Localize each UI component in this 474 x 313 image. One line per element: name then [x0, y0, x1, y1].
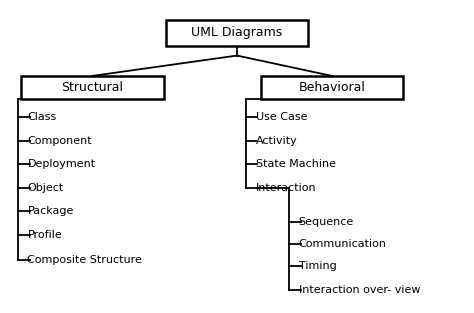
- Text: Composite Structure: Composite Structure: [27, 255, 142, 265]
- Text: Use Case: Use Case: [256, 112, 308, 122]
- Text: Interaction over- view: Interaction over- view: [299, 285, 420, 295]
- FancyBboxPatch shape: [261, 76, 403, 100]
- Text: Object: Object: [27, 183, 64, 193]
- Text: Deployment: Deployment: [27, 159, 96, 169]
- Text: State Machine: State Machine: [256, 159, 336, 169]
- Text: Profile: Profile: [27, 230, 62, 240]
- Text: UML Diagrams: UML Diagrams: [191, 26, 283, 39]
- Text: Interaction: Interaction: [256, 183, 317, 193]
- FancyBboxPatch shape: [21, 76, 164, 100]
- Text: Behavioral: Behavioral: [298, 81, 365, 94]
- Text: Sequence: Sequence: [299, 217, 354, 227]
- Text: Communication: Communication: [299, 239, 387, 249]
- Text: Class: Class: [27, 112, 57, 122]
- Text: Package: Package: [27, 206, 74, 216]
- Text: Timing: Timing: [299, 261, 337, 271]
- Text: Activity: Activity: [256, 136, 298, 146]
- FancyBboxPatch shape: [166, 19, 308, 46]
- Text: Component: Component: [27, 136, 92, 146]
- Text: Structural: Structural: [62, 81, 123, 94]
